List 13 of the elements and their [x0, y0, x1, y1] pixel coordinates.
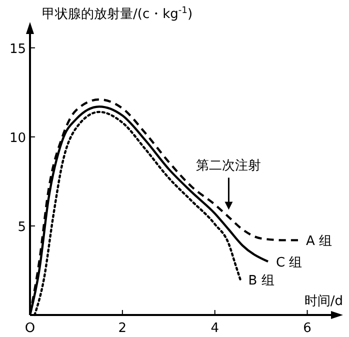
y-tick-label: 5 — [18, 220, 26, 235]
series-label: A 组 — [306, 234, 332, 250]
x-tick-label: 2 — [118, 321, 127, 336]
series-label: B 组 — [248, 273, 274, 288]
x-tick-label: 4 — [210, 321, 219, 336]
x-tick-label: 6 — [303, 321, 312, 336]
x-axis-title: 时间/d — [304, 294, 343, 309]
y-tick-label: 15 — [9, 42, 26, 57]
series-label: C 组 — [276, 256, 302, 271]
y-axis-title: 甲状腺的放射量/(c・kg$^{-1}$) — [42, 6, 193, 22]
x-tick-label: O — [24, 321, 36, 336]
annotation: 第二次注射 — [196, 158, 262, 174]
y-tick-label: 10 — [9, 130, 26, 146]
